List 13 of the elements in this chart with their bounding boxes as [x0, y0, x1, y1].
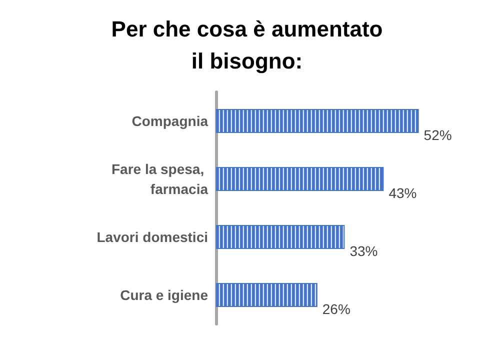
bar [216, 167, 384, 191]
y-tick-label: Fare la spesa, farmacia [111, 161, 208, 197]
y-tick-label: Compagnia [132, 113, 208, 129]
bar [216, 109, 419, 133]
chart-title: Per che cosa è aumentato il bisogno: [111, 16, 383, 74]
y-tick-label: Cura e igiene [120, 287, 208, 303]
bar [216, 283, 318, 307]
data-label: 33% [350, 243, 378, 259]
bar [216, 225, 345, 249]
data-label: 43% [388, 185, 417, 201]
data-label: 26% [322, 301, 350, 317]
y-tick-label: Lavori domestici [96, 229, 208, 245]
data-label: 52% [424, 127, 452, 143]
